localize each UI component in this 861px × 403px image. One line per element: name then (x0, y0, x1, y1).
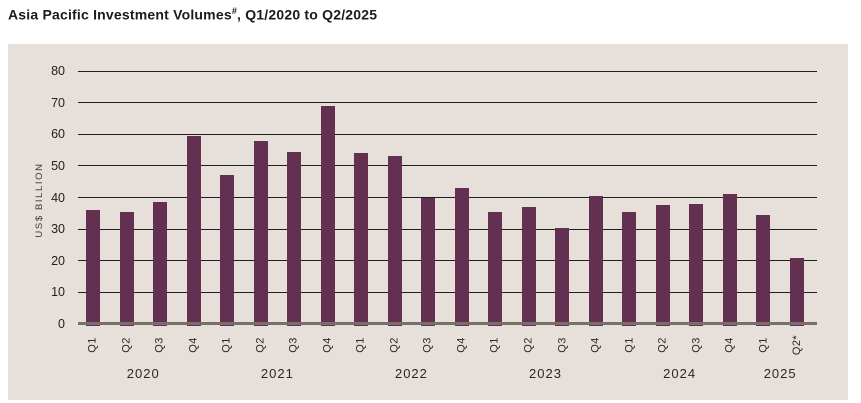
x-tick-label: Q3 (143, 328, 177, 362)
x-tick-label-text: Q2 (522, 337, 535, 353)
bar (119, 211, 134, 326)
year-label: 2025 (763, 366, 797, 381)
bar (287, 151, 302, 326)
x-tick-label: Q3 (679, 328, 713, 362)
x-tick-label-text: Q2 (254, 337, 267, 353)
x-tick-label-text: Q4 (321, 337, 334, 353)
bar (387, 156, 402, 326)
x-tick-label-text: Q2* (790, 334, 803, 356)
y-tick-label: 60 (51, 127, 65, 142)
x-tick-label-text: Q3 (154, 337, 167, 353)
x-tick-label-text: Q2 (120, 337, 133, 353)
bar (689, 203, 704, 326)
bar (153, 202, 168, 326)
x-tick-label: Q2 (378, 328, 412, 362)
x-tick-label: Q4 (311, 328, 345, 362)
gridline (78, 197, 817, 198)
bar (789, 257, 804, 326)
bar (756, 214, 771, 326)
chart-title-suffix: , Q1/2020 to Q2/2025 (237, 6, 378, 23)
y-tick-label: 30 (51, 222, 65, 237)
chart-panel: US$ BILLION 0 10 20 30 40 50 60 70 80 Q1 Q2 Q3 Q4 Q1… (8, 44, 848, 400)
x-tick-label: Q2 (646, 328, 680, 362)
x-tick-label: Q2 (512, 328, 546, 362)
bar (488, 211, 503, 326)
gridline (78, 133, 817, 135)
gridline (78, 228, 817, 230)
x-tick-label: Q1 (76, 328, 110, 362)
x-tick-label-text: Q1 (221, 337, 234, 353)
chart-title-text: Asia Pacific Investment Volumes (8, 6, 232, 23)
year-label: 2021 (260, 366, 294, 381)
x-tick-label: Q3 (277, 328, 311, 362)
x-tick-label: Q2 (244, 328, 278, 362)
x-tick-label-text: Q1 (489, 337, 502, 353)
y-tick-label: 20 (51, 253, 65, 268)
plot-area (78, 70, 817, 326)
chart-title: Asia Pacific Investment Volumes#, Q1/202… (8, 6, 377, 23)
gridline (78, 291, 817, 293)
bar (421, 197, 436, 326)
gridline (78, 102, 817, 104)
x-tick-label-text: Q2 (656, 337, 669, 353)
gridline (78, 260, 817, 262)
x-tick-label-text: Q1 (623, 337, 636, 353)
x-tick-label-text: Q3 (288, 337, 301, 353)
x-tick-label: Q4 (445, 328, 479, 362)
y-tick-label: 80 (51, 64, 65, 78)
bar (555, 227, 570, 326)
y-tick-label: 50 (51, 158, 65, 173)
bar (655, 205, 670, 326)
x-tick-label: Q3 (545, 328, 579, 362)
y-tick-label: 0 (58, 317, 65, 331)
year-label: 2024 (663, 366, 697, 381)
bar (186, 135, 201, 326)
x-tick-label: Q1 (612, 328, 646, 362)
bar (722, 194, 737, 326)
x-tick-label-text: Q4 (455, 337, 468, 353)
gridline (78, 165, 817, 167)
bar (253, 140, 268, 326)
x-tick-label: Q4 (177, 328, 211, 362)
x-tick-label-text: Q2 (388, 337, 401, 353)
bar (320, 105, 335, 326)
y-tick-label: 40 (51, 190, 65, 205)
x-tick-label-text: Q3 (556, 337, 569, 353)
x-tick-label-text: Q1 (355, 337, 368, 353)
bar (521, 207, 536, 326)
bar (588, 195, 603, 326)
x-tick-label: Q1 (746, 328, 780, 362)
x-tick-label-text: Q4 (187, 337, 200, 353)
x-tick-label: Q1 (344, 328, 378, 362)
x-tick-label: Q3 (411, 328, 445, 362)
bar (220, 175, 235, 326)
chart-title-footnote-marker: # (231, 6, 238, 16)
x-tick-label: Q1 (210, 328, 244, 362)
year-label: 2023 (529, 366, 562, 381)
x-tick-label: Q2 (110, 328, 144, 362)
x-tick-label-text: Q4 (723, 337, 736, 353)
x-tick-label-text: Q4 (589, 337, 602, 353)
x-tick-label: Q4 (713, 328, 747, 362)
bar (622, 211, 637, 326)
x-tick-label: Q2* (780, 328, 814, 362)
year-label: 2020 (126, 366, 160, 381)
x-tick-label-text: Q1 (86, 337, 99, 353)
x-tick-label-text: Q3 (422, 337, 435, 353)
bar (86, 210, 100, 326)
x-tick-label: Q4 (579, 328, 613, 362)
y-tick-label: 70 (51, 95, 65, 110)
bar (454, 188, 469, 326)
y-tick-label: 10 (51, 285, 65, 300)
x-axis-line (78, 322, 817, 325)
year-label: 2022 (394, 366, 428, 381)
gridline (78, 70, 817, 72)
bar (354, 153, 369, 326)
x-tick-label-text: Q1 (757, 337, 770, 353)
x-tick-label-text: Q3 (690, 337, 703, 353)
x-tick-label: Q1 (478, 328, 512, 362)
